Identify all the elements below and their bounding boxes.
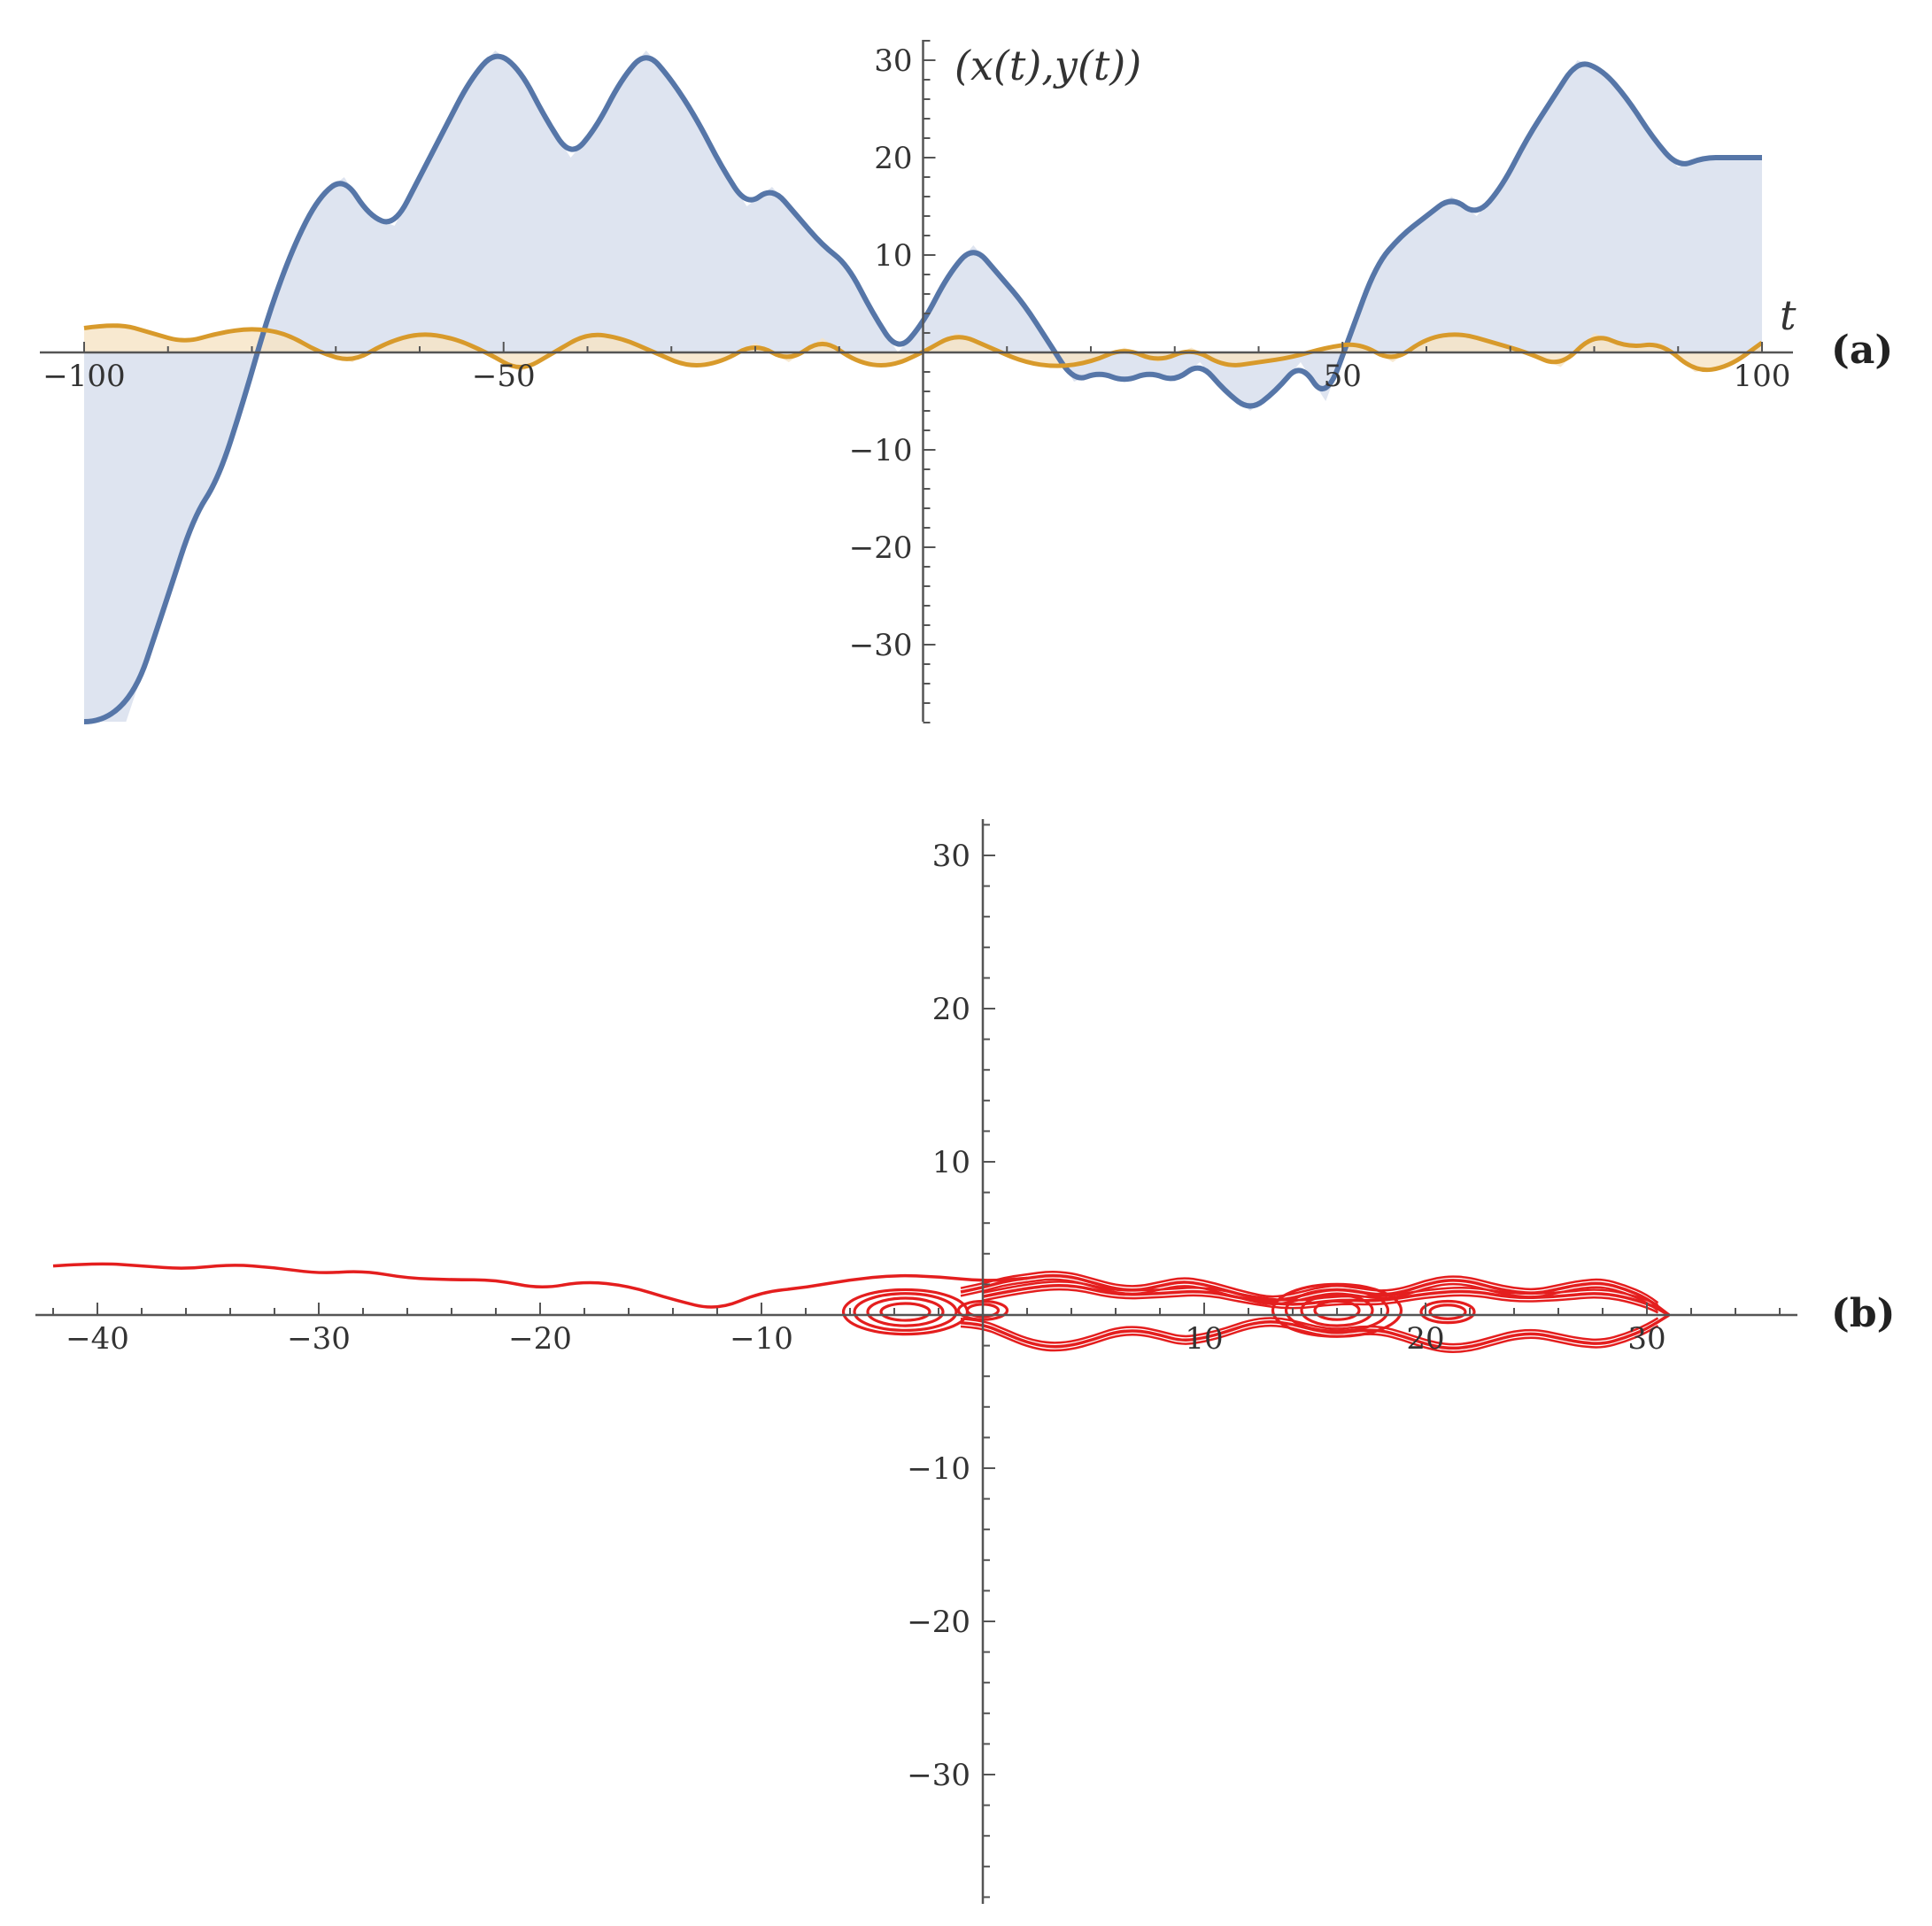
orbit-loop [841,1288,970,1336]
panel-a-xtick-label: 100 [1734,359,1791,394]
panel-b-ytick-label: 30 [932,839,970,874]
panel-b-xtick-label: −40 [66,1321,129,1357]
panel-a-ytick-label: −20 [849,530,913,566]
panel-b-ytick-label: 20 [932,992,970,1027]
panel-a-ytick-label: 30 [874,43,912,79]
panel-b-xtick-label: −10 [730,1321,793,1357]
panel-b-xtick-label: 30 [1627,1321,1665,1357]
panel-a-xtick-label: −50 [472,359,536,394]
panel-b-ytick-label: −30 [907,1758,970,1793]
panel-b-xtick-label: −20 [508,1321,572,1357]
panel-a-ytick-label: 20 [874,141,912,176]
panel-a-label: (a) [1831,328,1893,373]
orbit-tail [52,1262,1028,1309]
orbit-loop [853,1292,958,1332]
panel-b-xtick-label: 20 [1406,1321,1444,1357]
orbit-loop [1313,1299,1361,1321]
orbit-orbit-upper-strand [960,1271,1659,1304]
panel-a-axes: −100 −50 50 100 −30 −20 −10 10 20 30 [40,40,1793,723]
panel-b-ytick-label: 10 [932,1145,970,1180]
orbit-orbit-lower-strand [960,1317,1659,1346]
panel-a-ytick-label: 10 [874,238,912,274]
panel-b: −40 −30 −20 −10 10 20 30 −30 −20 −10 10 20 30 (b) [35,819,1895,1904]
panel-b-series [52,1262,1671,1353]
orbit-loop [1428,1303,1467,1320]
series-y-line [83,323,1764,373]
orbit-loop [1284,1288,1390,1333]
orbit-orbit-mid-strand [982,1280,1659,1306]
panel-a-series [83,53,1764,724]
panel-b-ytick-label: −10 [907,1451,970,1487]
panel-b-label: (b) [1831,1291,1895,1336]
panel-a-ytick-label: −30 [849,628,913,663]
panel-b-xtick-label: −30 [287,1321,351,1357]
orbit-orbit-mid-strand [982,1288,1659,1314]
orbit-loop [1300,1293,1374,1327]
panel-a-ytick-label: −10 [849,433,913,468]
panel-a-xtick-label: 50 [1324,359,1362,394]
panel-a-xtick-label: −100 [43,359,125,394]
panel-b-xtick-label: 10 [1185,1321,1223,1357]
orbit-loop [866,1296,945,1327]
series-x-line [83,53,1762,724]
orbit-loop [1419,1299,1476,1325]
orbit-loop [1271,1282,1403,1338]
series-x-fill [84,50,1762,722]
panel-b-axes: −40 −30 −20 −10 10 20 30 −30 −20 −10 10 20 30 [35,819,1797,1904]
panel-a-ylabel: (x(t),y(t)) [954,42,1141,89]
panel-a-xlabel: t [1780,291,1797,339]
orbit-loop [879,1302,931,1322]
panel-b-ytick-label: −20 [907,1605,970,1640]
